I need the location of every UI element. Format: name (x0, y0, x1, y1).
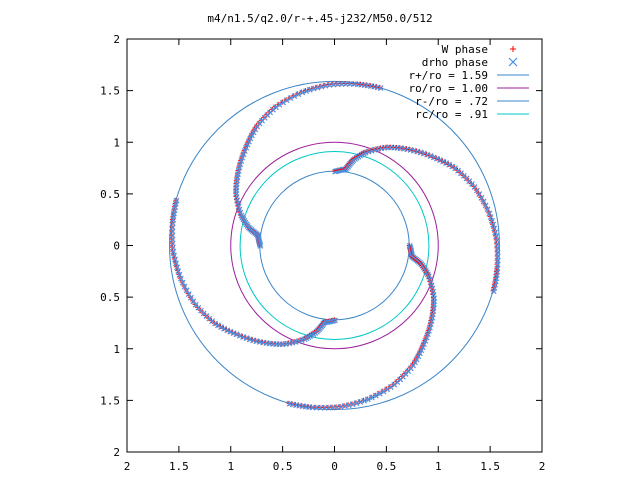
drho-phase-point (414, 148, 421, 155)
drho-phase-point (286, 400, 293, 407)
drho-phase-point (190, 298, 197, 305)
drho-phase-point (361, 397, 368, 404)
drho-phase-point (237, 161, 244, 168)
drho-phase-point (487, 214, 494, 220)
drho-phase-point (188, 294, 194, 301)
drho-phase-point (413, 356, 420, 363)
y-tick-label: 1.5 (100, 85, 120, 98)
drho-phase-point (276, 101, 283, 108)
drho-phase-point (280, 99, 286, 106)
drho-phase-point (250, 129, 257, 136)
drho-phase-point (248, 132, 255, 139)
x-tick-label: 0.5 (273, 460, 293, 473)
drho-phase-point (377, 85, 384, 92)
drho-phase-point (430, 154, 437, 161)
x-tick-label: 1.5 (169, 460, 189, 473)
legend-marker-cross (508, 57, 518, 67)
drho-phase-point (372, 392, 379, 399)
drho-phase-point (192, 301, 199, 308)
legend-label: W phase (442, 43, 488, 56)
y-tick-label: 0.5 (100, 188, 120, 201)
drho-phase-point (240, 151, 247, 158)
drho-phase-point (410, 147, 417, 154)
x-tick-label: 2 (539, 460, 546, 473)
drho-phase-point (236, 164, 243, 171)
drho-phase-point (376, 390, 383, 397)
legend-marker-plus (510, 46, 516, 52)
drho-phase-point (415, 353, 422, 360)
drho-phase-point (243, 144, 250, 151)
drho-phase-point (287, 95, 294, 102)
legend-label: r-/ro = .72 (415, 95, 488, 108)
circle-rcro (239, 151, 430, 340)
drho-phase-point (291, 93, 298, 100)
drho-phase-point (427, 153, 434, 159)
drho-phase-point (239, 154, 246, 161)
drho-phase-point (387, 384, 394, 390)
drho-phase-point (247, 135, 254, 142)
y-tick-label: 1 (113, 136, 120, 149)
drho-phase-point (272, 104, 279, 111)
legend-label: rc/ro = .91 (415, 108, 488, 121)
legend-label: drho phase (422, 56, 488, 69)
legend-label: ro/ro = 1.00 (409, 82, 488, 95)
circle-r+ro (169, 80, 500, 411)
y-tick-label: 1.5 (100, 394, 120, 407)
drho-phase-point (181, 283, 188, 290)
drho-phase-point (176, 271, 183, 278)
x-tick-label: 1 (227, 460, 234, 473)
drho-phase-point (357, 399, 364, 405)
x-tick-label: 1.5 (480, 460, 500, 473)
drho-phase-point (424, 151, 431, 158)
x-tick-label: 0.5 (376, 460, 396, 473)
drho-phase-point (245, 138, 252, 145)
drho-phase-point (364, 396, 371, 403)
x-tick-label: 0 (331, 460, 338, 473)
drho-phase-point (238, 158, 245, 164)
drho-phase-point (433, 155, 440, 162)
drho-phase-point (368, 394, 375, 401)
drho-phase-point (490, 288, 497, 295)
y-tick-label: 1 (113, 343, 120, 356)
drho-phase-point (420, 150, 427, 157)
drho-phase-point (183, 287, 190, 294)
circle-r-ro (259, 170, 410, 321)
drho-phase-point (179, 279, 186, 286)
drho-phase-point (244, 141, 251, 148)
drho-phase-point (295, 91, 302, 98)
drho-phase-point (440, 158, 446, 165)
y-tick-label: 2 (113, 33, 120, 46)
drho-phase-point (173, 197, 180, 204)
drho-phase-point (411, 359, 418, 366)
chart-title: m4/n1.5/q2.0/r-+.45-j232/M50.0/512 (207, 12, 432, 25)
drho-phase-point (437, 157, 443, 164)
x-tick-label: 2 (124, 460, 131, 473)
drho-phase-point (486, 210, 493, 217)
x-tick-label: 1 (435, 460, 442, 473)
drho-phase-point (185, 291, 192, 297)
drho-phase-point (215, 322, 221, 329)
drho-phase-point (417, 149, 424, 156)
circle-roro (230, 141, 439, 350)
y-tick-label: 0 (113, 240, 120, 253)
legend-label: r+/ro = 1.59 (409, 69, 488, 82)
drho-phase-point (283, 97, 290, 104)
y-tick-label: 0.5 (100, 291, 120, 304)
drho-phase-point (384, 386, 391, 393)
y-tick-label: 2 (113, 446, 120, 459)
drho-phase-point (380, 388, 387, 395)
drho-phase-point (241, 148, 248, 154)
